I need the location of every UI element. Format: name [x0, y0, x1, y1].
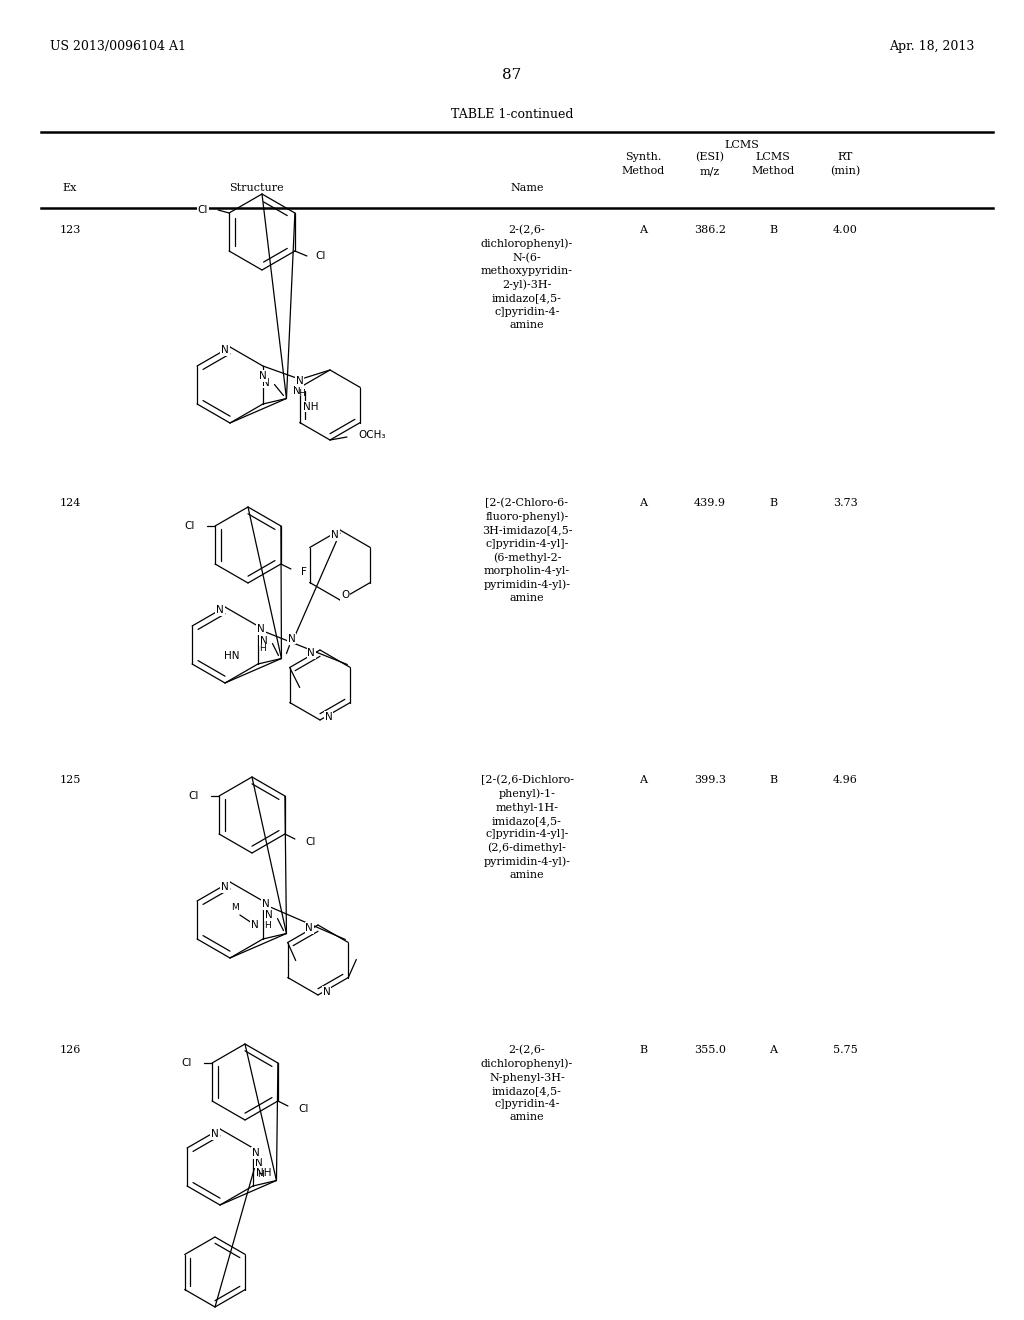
Text: N: N: [305, 923, 313, 933]
Text: NH: NH: [303, 401, 318, 412]
Text: US 2013/0096104 A1: US 2013/0096104 A1: [50, 40, 186, 53]
Text: N: N: [264, 911, 272, 920]
Text: 399.3: 399.3: [694, 775, 726, 785]
Text: LCMS: LCMS: [756, 152, 791, 162]
Text: N: N: [307, 648, 315, 657]
Text: Ex: Ex: [62, 183, 77, 193]
Text: N: N: [325, 711, 333, 722]
Text: 3.73: 3.73: [833, 498, 857, 508]
Text: N: N: [259, 635, 267, 645]
Text: N: N: [259, 371, 267, 381]
Text: H: H: [298, 389, 305, 399]
Text: Cl: Cl: [315, 251, 326, 261]
Text: A: A: [769, 1045, 777, 1055]
Text: N: N: [216, 605, 224, 615]
Text: m/z: m/z: [699, 166, 720, 176]
Text: A: A: [639, 775, 647, 785]
Text: N: N: [323, 987, 331, 997]
Text: Cl: Cl: [198, 205, 208, 215]
Text: Cl: Cl: [188, 791, 199, 801]
Text: N: N: [211, 1129, 219, 1139]
Text: 355.0: 355.0: [694, 1045, 726, 1055]
Text: O: O: [341, 590, 349, 601]
Text: Cl: Cl: [184, 521, 196, 531]
Text: A: A: [639, 498, 647, 508]
Text: A: A: [639, 224, 647, 235]
Text: HN: HN: [224, 651, 240, 661]
Text: Name: Name: [510, 183, 544, 193]
Text: N: N: [255, 1158, 262, 1167]
Text: 386.2: 386.2: [694, 224, 726, 235]
Text: N: N: [257, 624, 265, 634]
Text: 4.96: 4.96: [833, 775, 857, 785]
Text: TABLE 1-continued: TABLE 1-continued: [451, 108, 573, 121]
Text: 5.75: 5.75: [833, 1045, 857, 1055]
Text: 439.9: 439.9: [694, 498, 726, 508]
Text: Apr. 18, 2013: Apr. 18, 2013: [889, 40, 974, 53]
Text: LCMS: LCMS: [724, 140, 759, 150]
Text: OCH₃: OCH₃: [358, 430, 385, 440]
Text: Method: Method: [622, 166, 665, 176]
Text: [2-(2,6-Dichloro-
phenyl)-1-
methyl-1H-
imidazo[4,5-
c]pyridin-4-yl]-
(2,6-dimet: [2-(2,6-Dichloro- phenyl)-1- methyl-1H- …: [480, 775, 573, 880]
Text: N: N: [221, 345, 229, 355]
Text: N: N: [252, 1148, 260, 1158]
Text: N: N: [293, 385, 301, 396]
Text: Method: Method: [752, 166, 795, 176]
Text: 126: 126: [59, 1045, 81, 1055]
Text: RT: RT: [838, 152, 853, 162]
Text: Structure: Structure: [228, 183, 284, 193]
Text: B: B: [769, 224, 777, 235]
Text: B: B: [639, 1045, 647, 1055]
Text: [2-(2-Chloro-6-
fluoro-phenyl)-
3H-imidazo[4,5-
c]pyridin-4-yl]-
(6-methyl-2-
mo: [2-(2-Chloro-6- fluoro-phenyl)- 3H-imida…: [481, 498, 572, 603]
Text: H: H: [259, 644, 266, 653]
Text: (min): (min): [829, 166, 860, 177]
Text: H: H: [257, 1170, 264, 1179]
Text: M: M: [231, 903, 239, 912]
Text: N: N: [288, 634, 295, 644]
Text: Synth.: Synth.: [625, 152, 662, 162]
Text: N: N: [251, 920, 259, 931]
Text: Cl: Cl: [181, 1059, 193, 1068]
Text: (ESI): (ESI): [695, 152, 725, 162]
Text: N: N: [262, 899, 269, 909]
Text: F: F: [301, 568, 307, 577]
Text: 87: 87: [503, 69, 521, 82]
Text: 123: 123: [59, 224, 81, 235]
Text: 2-(2,6-
dichlorophenyl)-
N-phenyl-3H-
imidazo[4,5-
c]pyridin-4-
amine: 2-(2,6- dichlorophenyl)- N-phenyl-3H- im…: [481, 1045, 573, 1122]
Text: 4.00: 4.00: [833, 224, 857, 235]
Text: N: N: [221, 882, 229, 892]
Text: 124: 124: [59, 498, 81, 508]
Text: H: H: [264, 921, 271, 931]
Text: N: N: [296, 376, 303, 385]
Text: Cl: Cl: [305, 837, 315, 847]
Text: 125: 125: [59, 775, 81, 785]
Text: 2-(2,6-
dichlorophenyl)-
N-(6-
methoxypyridin-
2-yl)-3H-
imidazo[4,5-
c]pyridin-: 2-(2,6- dichlorophenyl)- N-(6- methoxypy…: [481, 224, 573, 330]
Text: NH: NH: [256, 1168, 271, 1177]
Text: B: B: [769, 775, 777, 785]
Text: B: B: [769, 498, 777, 508]
Text: Cl: Cl: [298, 1104, 308, 1114]
Text: N: N: [331, 531, 339, 540]
Text: N: N: [261, 378, 269, 388]
